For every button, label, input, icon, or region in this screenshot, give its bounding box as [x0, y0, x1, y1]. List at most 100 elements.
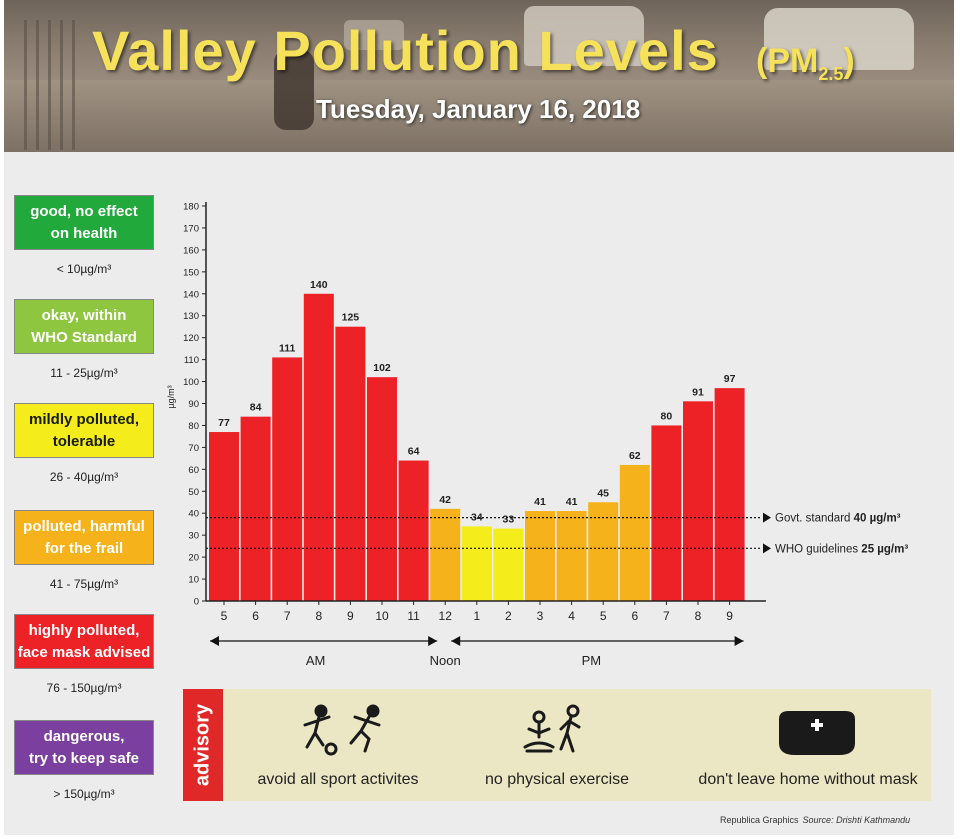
header-banner: Valley Pollution Levels (PM2.5) Tuesday,…	[4, 0, 954, 152]
page-date: Tuesday, January 16, 2018	[316, 94, 641, 124]
bar	[683, 401, 713, 601]
unit-subscript: 2.5	[818, 63, 844, 84]
bar-value-label: 111	[279, 342, 296, 354]
y-tick-label: 150	[183, 267, 199, 278]
x-tick-label: 9	[726, 609, 733, 623]
advisory-label-mask: don't leave home without mask	[698, 771, 918, 788]
bar-value-label: 42	[439, 494, 451, 506]
bar-value-label: 33	[503, 514, 515, 526]
y-tick-label: 140	[183, 289, 199, 300]
period-arrow-head	[734, 636, 744, 646]
bar-value-label: 34	[471, 511, 483, 523]
bar-value-label: 80	[661, 410, 673, 422]
legend-box-good: good, no effect on health	[14, 195, 154, 250]
bar-value-label: 41	[566, 496, 578, 508]
period-label-am: AM	[306, 653, 326, 668]
page-title: Valley Pollution Levels	[92, 19, 719, 82]
advisory-tab: advisory	[183, 689, 223, 801]
x-tick-label: 7	[663, 609, 670, 623]
reference-label: Govt. standard 40 µg/m³	[775, 513, 901, 525]
unit-suffix: )	[843, 42, 855, 80]
y-tick-label: 60	[188, 465, 199, 476]
legend-label-line2: for the frail	[44, 539, 124, 557]
reference-value: 25 µg/m³	[861, 543, 908, 555]
bar-value-label: 45	[597, 487, 609, 499]
bar	[209, 432, 239, 601]
x-tick-label: 8	[315, 609, 322, 623]
x-tick-label: 12	[439, 609, 453, 623]
bar	[272, 357, 303, 601]
road-shape	[4, 80, 954, 152]
legend-label-line2: tolerable	[52, 432, 116, 450]
bar	[714, 388, 745, 601]
exercise-icon	[523, 704, 581, 753]
legend-box-high: highly polluted, face mask advised	[14, 614, 154, 669]
advisory-label-exercise: no physical exercise	[484, 771, 630, 788]
motorbike-shape	[274, 50, 314, 130]
y-tick-label: 80	[188, 421, 199, 432]
vehicle-shape	[524, 6, 644, 66]
bar	[461, 526, 492, 601]
bar-value-label: 62	[629, 450, 641, 462]
bar-value-label: 77	[218, 417, 230, 429]
x-tick-label: 2	[505, 609, 512, 623]
legend-range-high: 76 - 150µg/m³	[46, 681, 122, 695]
legend-label-line1: polluted, harmful	[23, 517, 145, 535]
bar	[303, 293, 334, 601]
bar-value-label: 64	[408, 446, 420, 458]
bar	[588, 502, 619, 601]
legend-range-polluted: 41 - 75µg/m³	[49, 577, 119, 591]
legend-label-line1: good, no effect	[30, 202, 138, 220]
legend-label-line1: highly polluted,	[28, 621, 140, 639]
bars: 77 84 111 140 125 102 64 42 34 33 41 41 45 62 80 91 97	[209, 279, 745, 601]
pm25-bar-chart: 0102030405060708090100110120130140150160…	[166, 202, 908, 669]
legend-box-dangerous: dangerous, try to keep safe	[14, 720, 154, 775]
period-axis: AM Noon PM	[210, 636, 744, 668]
x-tick-label: 3	[537, 609, 544, 623]
legend-label-line1: mildly polluted,	[28, 410, 139, 428]
y-tick-label: 130	[183, 311, 199, 322]
x-tick-label: 1	[473, 609, 480, 623]
bar	[240, 416, 271, 601]
legend-label-line1: dangerous,	[43, 727, 125, 745]
reference-arrow	[763, 512, 771, 523]
bar	[430, 508, 461, 601]
period-label-noon: Noon	[430, 653, 461, 668]
y-tick-label: 10	[188, 575, 199, 586]
bar	[619, 464, 650, 601]
y-tick-label: 110	[184, 355, 199, 366]
footer-credit: Republica Graphics Source: Drishti Kathma…	[720, 815, 910, 825]
bar	[556, 511, 587, 601]
bar-value-label: 97	[724, 373, 736, 385]
x-axis: 5 6 7 8 9 10 11 12 1 2 3 4 5 6 7 8 9	[206, 600, 766, 623]
reference-lines: Govt. standard 40 µg/m³ WHO guidelines 25…	[206, 512, 908, 555]
x-tick-label: 9	[347, 609, 354, 623]
sports-icon	[303, 704, 381, 756]
bar	[335, 326, 366, 601]
legend-box-mild: mildly polluted, tolerable	[14, 403, 154, 458]
legend-range-good: < 10µg/m³	[56, 262, 112, 276]
bar	[493, 528, 524, 601]
legend-range-dangerous: > 150µg/m³	[53, 787, 115, 801]
y-tick-label: 0	[194, 597, 199, 608]
x-tick-label: 10	[375, 609, 389, 623]
x-tick-label: 5	[600, 609, 607, 623]
x-tick-label: 4	[568, 609, 575, 623]
y-tick-label: 170	[183, 223, 199, 234]
bar	[525, 511, 555, 601]
advisory-label-sports: avoid all sport activites	[257, 771, 419, 788]
bar-value-label: 102	[373, 362, 391, 374]
period-arrow-head	[428, 636, 438, 646]
y-tick-label: 40	[188, 509, 199, 520]
bar-value-label: 140	[310, 279, 328, 291]
y-axis-label: µg/m³	[166, 385, 176, 408]
vehicle-shape-3	[344, 20, 404, 50]
advisory-panel: advisory avoid all s	[183, 689, 931, 801]
period-label-pm: PM	[582, 653, 602, 668]
legend-label-line2: WHO Standard	[31, 328, 137, 346]
reference-label: WHO guidelines 25 µg/m³	[775, 543, 908, 555]
advisory-tab-label: advisory	[191, 703, 214, 787]
y-tick-label: 20	[188, 553, 199, 564]
x-tick-label: 6	[631, 609, 638, 623]
